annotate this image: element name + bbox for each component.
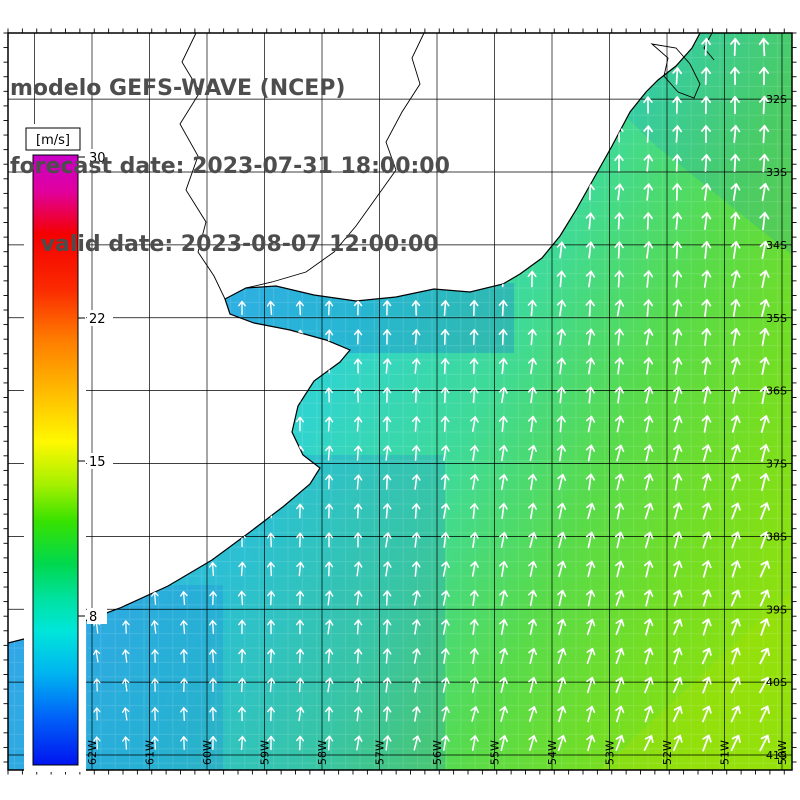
- lat-label: 38S: [766, 530, 787, 543]
- lon-label: 57W: [374, 740, 387, 765]
- river-parana: [179, 32, 226, 300]
- lat-label: 36S: [766, 385, 787, 398]
- lon-label: 60W: [201, 740, 214, 765]
- lon-label: 56W: [431, 740, 444, 765]
- colorbar-units-box: [25, 127, 81, 151]
- lat-label: 34S: [766, 239, 787, 252]
- lat-label: 37S: [766, 458, 787, 471]
- valid-date-line: valid date: 2023-08-07 12:00:00: [10, 232, 439, 257]
- lagoon-outline-small: [703, 32, 715, 61]
- lon-label: 58W: [316, 740, 329, 765]
- colorbar-units-label: [m/s]: [36, 133, 70, 148]
- colorbar-tick-label: 22: [89, 312, 106, 327]
- lon-label: 50W: [776, 740, 789, 765]
- lon-label: 52W: [661, 740, 674, 765]
- colorbar-label-backing: [87, 453, 113, 469]
- colorbar-tick-label: 15: [89, 455, 106, 470]
- lat-axis: 32S 33S 34S 35S 36S 37S 38S 39S 40S 41S: [766, 93, 787, 762]
- lon-label: 59W: [259, 740, 272, 765]
- lat-label: 32S: [766, 93, 787, 106]
- plot-frame: [7, 32, 793, 771]
- river-uruguay: [245, 32, 425, 289]
- colorbar-label-backing: [87, 310, 113, 326]
- lon-axis: 62W 61W 60W 59W 58W 57W 56W 55W 54W 53W …: [86, 740, 789, 765]
- lon-label: 53W: [604, 740, 617, 765]
- lat-label: 35S: [766, 312, 787, 325]
- lat-label: 33S: [766, 166, 787, 179]
- model-title: modelo GEFS-WAVE (NCEP): [10, 76, 346, 101]
- lon-label: 55W: [489, 740, 502, 765]
- lat-label: 40S: [766, 676, 787, 689]
- lon-label: 54W: [546, 740, 559, 765]
- lon-label: 61W: [144, 740, 157, 765]
- colorbar-label-backing: [87, 608, 107, 624]
- title-block: modelo GEFS-WAVE (NCEP) forecast date: 2…: [10, 24, 450, 310]
- colorbar-tick-label: 8: [89, 610, 97, 625]
- colorbar: [m/s] 30 22 15 8: [24, 124, 113, 772]
- lat-label: 41S: [766, 749, 787, 762]
- colorbar-bar: [32, 154, 79, 766]
- colorbar-label-backing: [87, 149, 113, 165]
- lon-label: 51W: [719, 740, 732, 765]
- lat-label: 39S: [766, 603, 787, 616]
- lon-label: 62W: [86, 740, 99, 765]
- forecast-date-line: forecast date: 2023-07-31 18:00:00: [10, 154, 450, 179]
- colorbar-tick-label: 30: [89, 151, 106, 166]
